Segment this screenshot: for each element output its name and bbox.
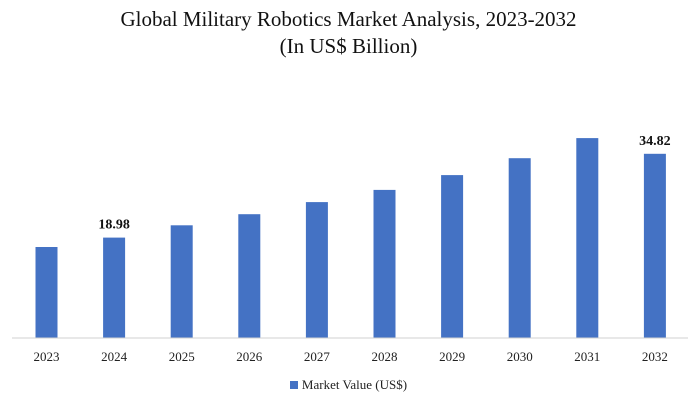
x-tick-2028: 2028: [372, 349, 398, 364]
data-labels: 18.98 34.82: [98, 134, 670, 233]
bar-2027: [305, 202, 328, 338]
x-tick-2023: 2023: [34, 349, 60, 364]
x-tick-2032: 2032: [642, 349, 668, 364]
bar-2030: [508, 158, 531, 338]
bar-2031: [576, 138, 599, 338]
x-tick-2029: 2029: [439, 349, 465, 364]
bar-2025: [170, 225, 193, 338]
data-label-2032: 34.82: [639, 134, 671, 149]
x-tick-2027: 2027: [304, 349, 331, 364]
bars-group: [35, 138, 666, 338]
x-tick-labels: 2023 2024 2025 2026 2027 2028 2029 2030 2031 2032: [34, 349, 668, 364]
x-tick-2026: 2026: [236, 349, 263, 364]
bar-2024: [103, 237, 126, 338]
bar-2023: [35, 247, 58, 338]
x-tick-2031: 2031: [574, 349, 600, 364]
x-tick-2025: 2025: [169, 349, 195, 364]
bar-2032: [643, 153, 666, 338]
bar-2026: [238, 214, 261, 338]
chart-title: Global Military Robotics Market Analysis…: [120, 7, 577, 31]
legend: Market Value (US$): [0, 377, 697, 393]
bar-2029: [441, 175, 464, 338]
chart-title-block: Global Military Robotics Market Analysis…: [0, 6, 697, 60]
x-tick-2024: 2024: [101, 349, 128, 364]
legend-label: Market Value (US$): [301, 377, 408, 392]
legend-swatch: [289, 381, 298, 389]
chart-subtitle: (In US$ Billion): [279, 34, 418, 58]
x-tick-2030: 2030: [507, 349, 533, 364]
data-label-2024: 18.98: [98, 218, 130, 233]
bar-2028: [373, 189, 396, 338]
